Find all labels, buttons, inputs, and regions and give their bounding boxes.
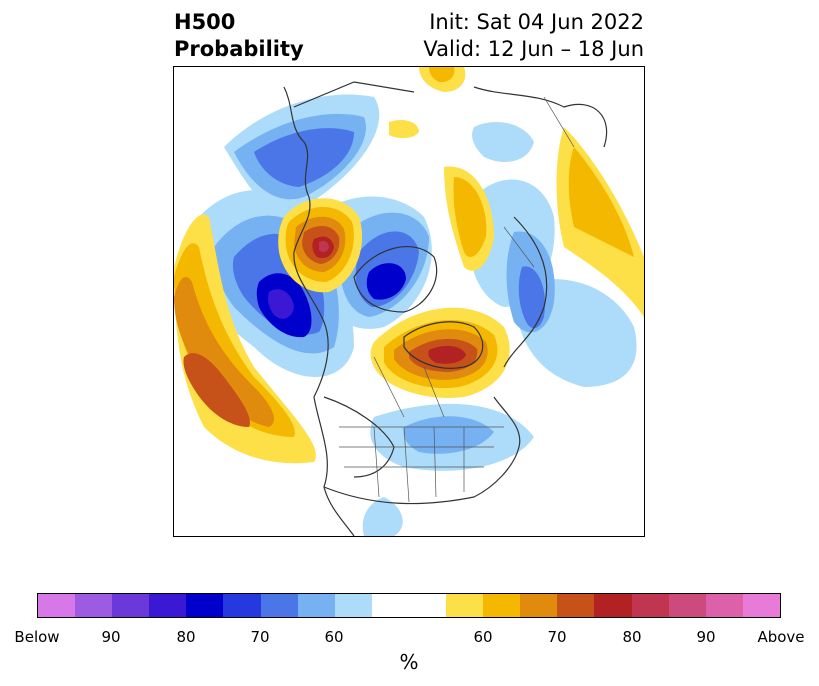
- legend-tick-label: 90: [696, 628, 716, 646]
- below-80-region: [256, 263, 406, 338]
- unit-label: %: [399, 650, 419, 674]
- legend-swatch-above-6: [668, 594, 706, 617]
- legend-swatch-above-2: [520, 594, 558, 617]
- legend-tick-label: 70: [547, 628, 567, 646]
- color-legend: [37, 593, 781, 618]
- legend-swatch-above-3: [557, 594, 595, 617]
- init-date: Init: Sat 04 Jun 2022: [429, 10, 644, 34]
- state-borders: [339, 96, 575, 503]
- chart-title: H500 Probability: [174, 9, 304, 63]
- legend-swatch-below-8: [334, 594, 372, 617]
- legend-tick-label: 60: [324, 628, 344, 646]
- legend-swatch-above-8: [742, 594, 780, 617]
- legend-swatch-below-5: [223, 594, 261, 617]
- legend-swatch-below-0: [38, 594, 76, 617]
- date-info: Init: Sat 04 Jun 2022 Valid: 12 Jun – 18…: [423, 9, 644, 63]
- legend-tick-label: Below: [14, 628, 60, 646]
- title-sub: Probability: [174, 37, 304, 61]
- legend-swatch-below-6: [260, 594, 298, 617]
- legend-swatch-below-2: [112, 594, 150, 617]
- legend-tick-label: 70: [250, 628, 270, 646]
- legend-tick-label: 80: [622, 628, 642, 646]
- legend-swatch-below-4: [186, 594, 224, 617]
- title-main: H500: [174, 10, 236, 34]
- legend-tick-label: 90: [101, 628, 121, 646]
- legend-tick-label: 60: [473, 628, 493, 646]
- legend-swatch-above-7: [705, 594, 743, 617]
- legend-swatch-above-5: [631, 594, 669, 617]
- legend-tick-label: 80: [176, 628, 196, 646]
- probability-map: [173, 66, 645, 537]
- legend-swatch-below-7: [297, 594, 335, 617]
- legend-swatch-neutral: [371, 594, 447, 617]
- valid-range: Valid: 12 Jun – 18 Jun: [423, 37, 644, 61]
- legend-swatch-above-0: [446, 594, 484, 617]
- legend-swatch-above-4: [594, 594, 632, 617]
- legend-tick-label: Above: [757, 628, 805, 646]
- legend-swatch-below-3: [149, 594, 187, 617]
- legend-swatch-below-1: [75, 594, 113, 617]
- legend-swatch-above-1: [483, 594, 521, 617]
